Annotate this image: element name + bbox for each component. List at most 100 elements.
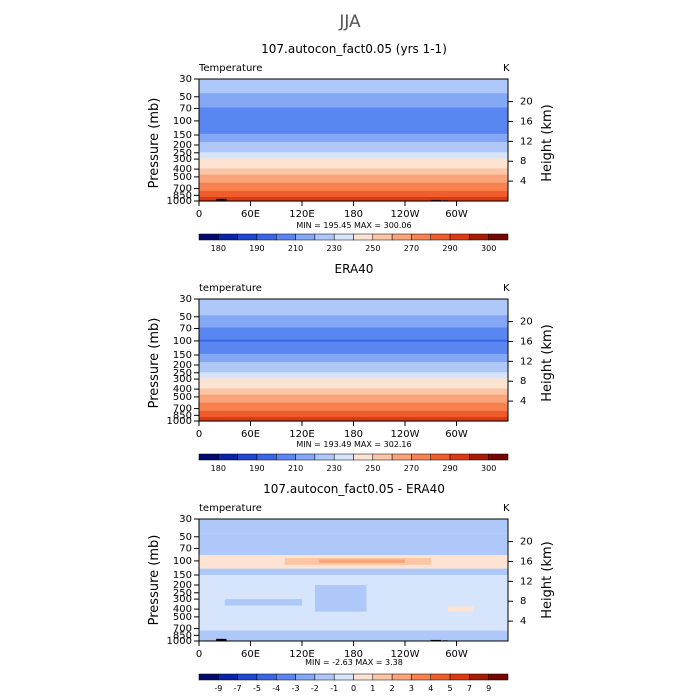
topography-mask [430, 199, 442, 201]
contour-band [199, 81, 508, 84]
contour-band [199, 184, 508, 188]
y-tick-label: 50 [179, 312, 192, 323]
contour-band [199, 127, 508, 131]
panel-title: ERA40 [335, 262, 374, 276]
colorbar-box [430, 673, 451, 681]
contour-band [199, 133, 508, 137]
colorbar-box [237, 673, 258, 681]
x-tick-label: 180 [344, 209, 363, 220]
contour-band [199, 140, 508, 143]
anomaly-region [447, 606, 474, 612]
colorbar-box [256, 673, 277, 681]
colorbar-box [353, 233, 374, 241]
panel-model: 107.autocon_fact0.05 (yrs 1-1) Temperatu… [147, 42, 555, 253]
contour-band [199, 109, 508, 113]
x-tick-label: 120E [289, 429, 314, 440]
contour-band [199, 85, 508, 88]
colorbar-box [430, 453, 451, 461]
contour-band [199, 186, 508, 190]
height-tick-label: 8 [520, 156, 526, 167]
contour-band [199, 180, 508, 184]
colorbar-box [198, 233, 219, 241]
contour-band [199, 349, 508, 353]
contour-band [199, 97, 508, 100]
contour-band [199, 99, 508, 102]
contour-band [199, 382, 508, 385]
contour-band [199, 327, 508, 331]
contour-band [199, 182, 508, 186]
height-tick-label: 12 [520, 356, 533, 367]
y-tick-label: 300 [173, 374, 192, 385]
contour-band [199, 194, 508, 198]
contour-band [199, 321, 508, 324]
contour-band [199, 150, 508, 153]
contour-band [199, 355, 508, 359]
y-tick-label: 1000 [167, 196, 192, 207]
x-tick-label: 60E [241, 429, 260, 440]
y-tick-label: 30 [179, 514, 192, 525]
colorbar-box [295, 673, 316, 681]
y-tick-label: 700 [173, 404, 192, 415]
x-tick-label: 120W [391, 209, 420, 220]
contour-band [199, 125, 508, 129]
colorbar-label: -3 [292, 684, 300, 693]
colorbar-box [372, 233, 393, 241]
variable-label: Temperature [198, 63, 262, 74]
contour-band [199, 95, 508, 98]
contour-band [199, 303, 508, 306]
contour-band [199, 162, 508, 165]
contour-band [199, 408, 508, 412]
contour-band [199, 192, 508, 196]
contour-band [199, 398, 508, 402]
colorbar-box [295, 233, 316, 241]
y-tick-label: 400 [173, 384, 192, 395]
colorbar-box [256, 453, 277, 461]
colorbar-box [353, 453, 374, 461]
x-tick-label: 0 [196, 209, 202, 220]
colorbar-box [391, 673, 412, 681]
contour-band [199, 323, 508, 327]
contour-band [199, 357, 508, 361]
contour-band [199, 362, 508, 365]
colorbar-label: 7 [467, 684, 472, 693]
contour-band [199, 353, 508, 357]
contour-band [199, 317, 508, 320]
contour-band [199, 376, 508, 379]
y-tick-label: 250 [173, 368, 192, 379]
contour-band [199, 345, 508, 349]
colorbar-box [449, 233, 470, 241]
contour-band [199, 410, 508, 414]
y2-axis-label: Height (km) [540, 104, 555, 181]
height-tick-label: 4 [520, 616, 526, 627]
contour-band [199, 83, 508, 86]
y-tick-label: 100 [173, 556, 192, 567]
y-axis-label: Pressure (mb) [147, 535, 162, 626]
colorbar-label: 180 [211, 464, 226, 473]
contour-band [199, 364, 508, 367]
contour-band [199, 178, 508, 182]
contour-band [199, 129, 508, 133]
panel-difference: 107.autocon_fact0.05 - ERA40 temperature… [147, 482, 555, 693]
colorbar-label: 180 [211, 244, 226, 253]
contour-band [199, 113, 508, 117]
contour-band [199, 384, 508, 388]
units-label: K [503, 503, 510, 514]
y-tick-label: 200 [173, 360, 192, 371]
y-tick-label: 150 [173, 570, 192, 581]
height-tick-label: 12 [520, 136, 533, 147]
colorbar: 180 190 210 230 250 270 290 300 [198, 233, 509, 253]
colorbar-label: 210 [288, 464, 303, 473]
colorbar-box [295, 453, 316, 461]
colorbar-label: 1 [370, 684, 375, 693]
colorbar-box [488, 453, 509, 461]
colorbar-box [276, 673, 296, 681]
figure-title: JJA [338, 12, 361, 32]
contour-band [199, 333, 508, 337]
contour-band [199, 331, 508, 335]
contour-band [199, 360, 508, 363]
contour-band [199, 309, 508, 312]
units-label: K [503, 283, 510, 294]
height-tick-label: 12 [520, 576, 533, 587]
colorbar-box [430, 233, 451, 241]
